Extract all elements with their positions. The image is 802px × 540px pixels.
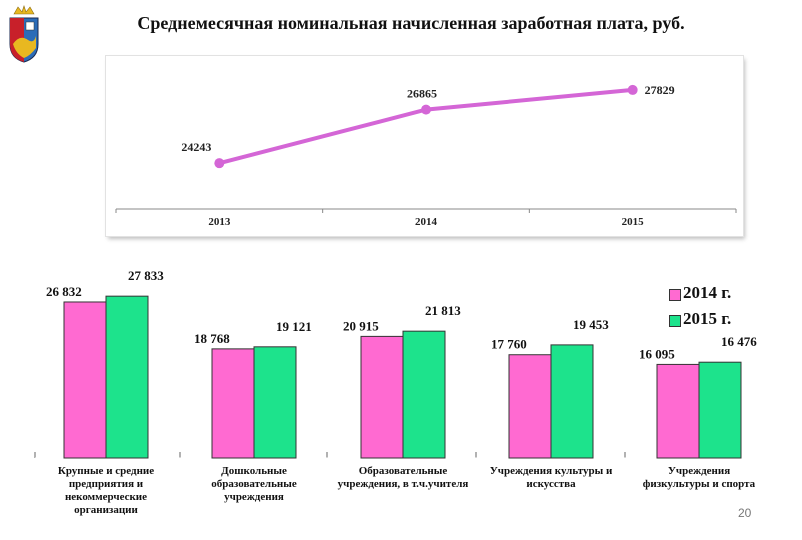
- legend-swatch-2014: [669, 289, 681, 301]
- bar-2014: [63, 301, 107, 459]
- bar-data-label: 16 095: [639, 346, 675, 361]
- line-x-tick-label: 2014: [415, 216, 438, 228]
- line-data-point: [214, 158, 225, 169]
- line-chart-panel: 24243 2013 26865 2014 27829 2015: [106, 56, 743, 236]
- bar-data-label: 27 833: [128, 268, 164, 283]
- line-x-tick-label: 2013: [208, 216, 231, 228]
- legend-label-2015: 2015 г.: [683, 309, 732, 328]
- bar-data-label: 26 832: [46, 284, 82, 299]
- bar-2015: [105, 295, 149, 459]
- bar-data-label: 21 813: [425, 303, 461, 318]
- bar-category-label: предприятия и: [69, 478, 144, 490]
- bar-2014: [656, 363, 700, 459]
- line-chart: 24243 2013 26865 2014 27829 2015: [115, 83, 737, 228]
- legend-label-2014: 2014 г.: [683, 283, 732, 302]
- bar-category-label: Дошкольные: [221, 465, 287, 477]
- line-data-label: 26865: [407, 87, 437, 101]
- bar-data-label: 20 915: [343, 318, 379, 333]
- line-data-label: 24243: [181, 140, 211, 154]
- bar-2015: [402, 330, 446, 459]
- bar-data-label: 17 760: [491, 337, 527, 352]
- bar-category-label: организации: [74, 504, 138, 516]
- bar-2015: [698, 361, 742, 459]
- page-number: 20: [738, 506, 752, 520]
- bar-data-label: 19 453: [573, 317, 609, 332]
- bar-category-label: Крупные и средние: [58, 465, 154, 477]
- bar-category-label: искусства: [526, 478, 576, 490]
- bar-data-label: 18 768: [194, 331, 230, 346]
- line-data-point: [421, 104, 431, 115]
- bar-category-label: некоммерческие: [65, 491, 147, 503]
- line-data-label: 27829: [645, 83, 675, 97]
- bar-2014: [360, 335, 404, 459]
- bar-category-label: Учреждения: [668, 465, 730, 477]
- bar-data-label: 19 121: [276, 319, 312, 334]
- bar-2015: [550, 344, 594, 459]
- coat-of-arms-icon: [9, 5, 39, 63]
- bar-2015: [253, 346, 297, 459]
- bar-category-label: физкультуры и спорта: [643, 478, 756, 490]
- bar-category-label: учреждения, в т.ч.учителя: [338, 478, 469, 490]
- bar-data-label: 16 476: [721, 334, 757, 349]
- line-series-path: [217, 87, 635, 166]
- bar-chart: 26 832 27 833 Крупные и средниепредприятия…: [34, 268, 771, 516]
- bar-2014: [508, 354, 552, 459]
- bar-2014: [211, 348, 255, 459]
- page-title: Среднемесячная номинальная начисленная з…: [137, 13, 685, 33]
- bar-category-label: Образовательные: [359, 465, 448, 477]
- bar-category-label: учреждения: [224, 491, 284, 503]
- bar-category-label: Учреждения культуры и: [490, 465, 613, 477]
- legend-swatch-2015: [669, 315, 681, 327]
- line-x-tick-label: 2015: [622, 216, 645, 228]
- bar-category-label: образовательные: [211, 478, 297, 490]
- line-data-point: [627, 84, 638, 95]
